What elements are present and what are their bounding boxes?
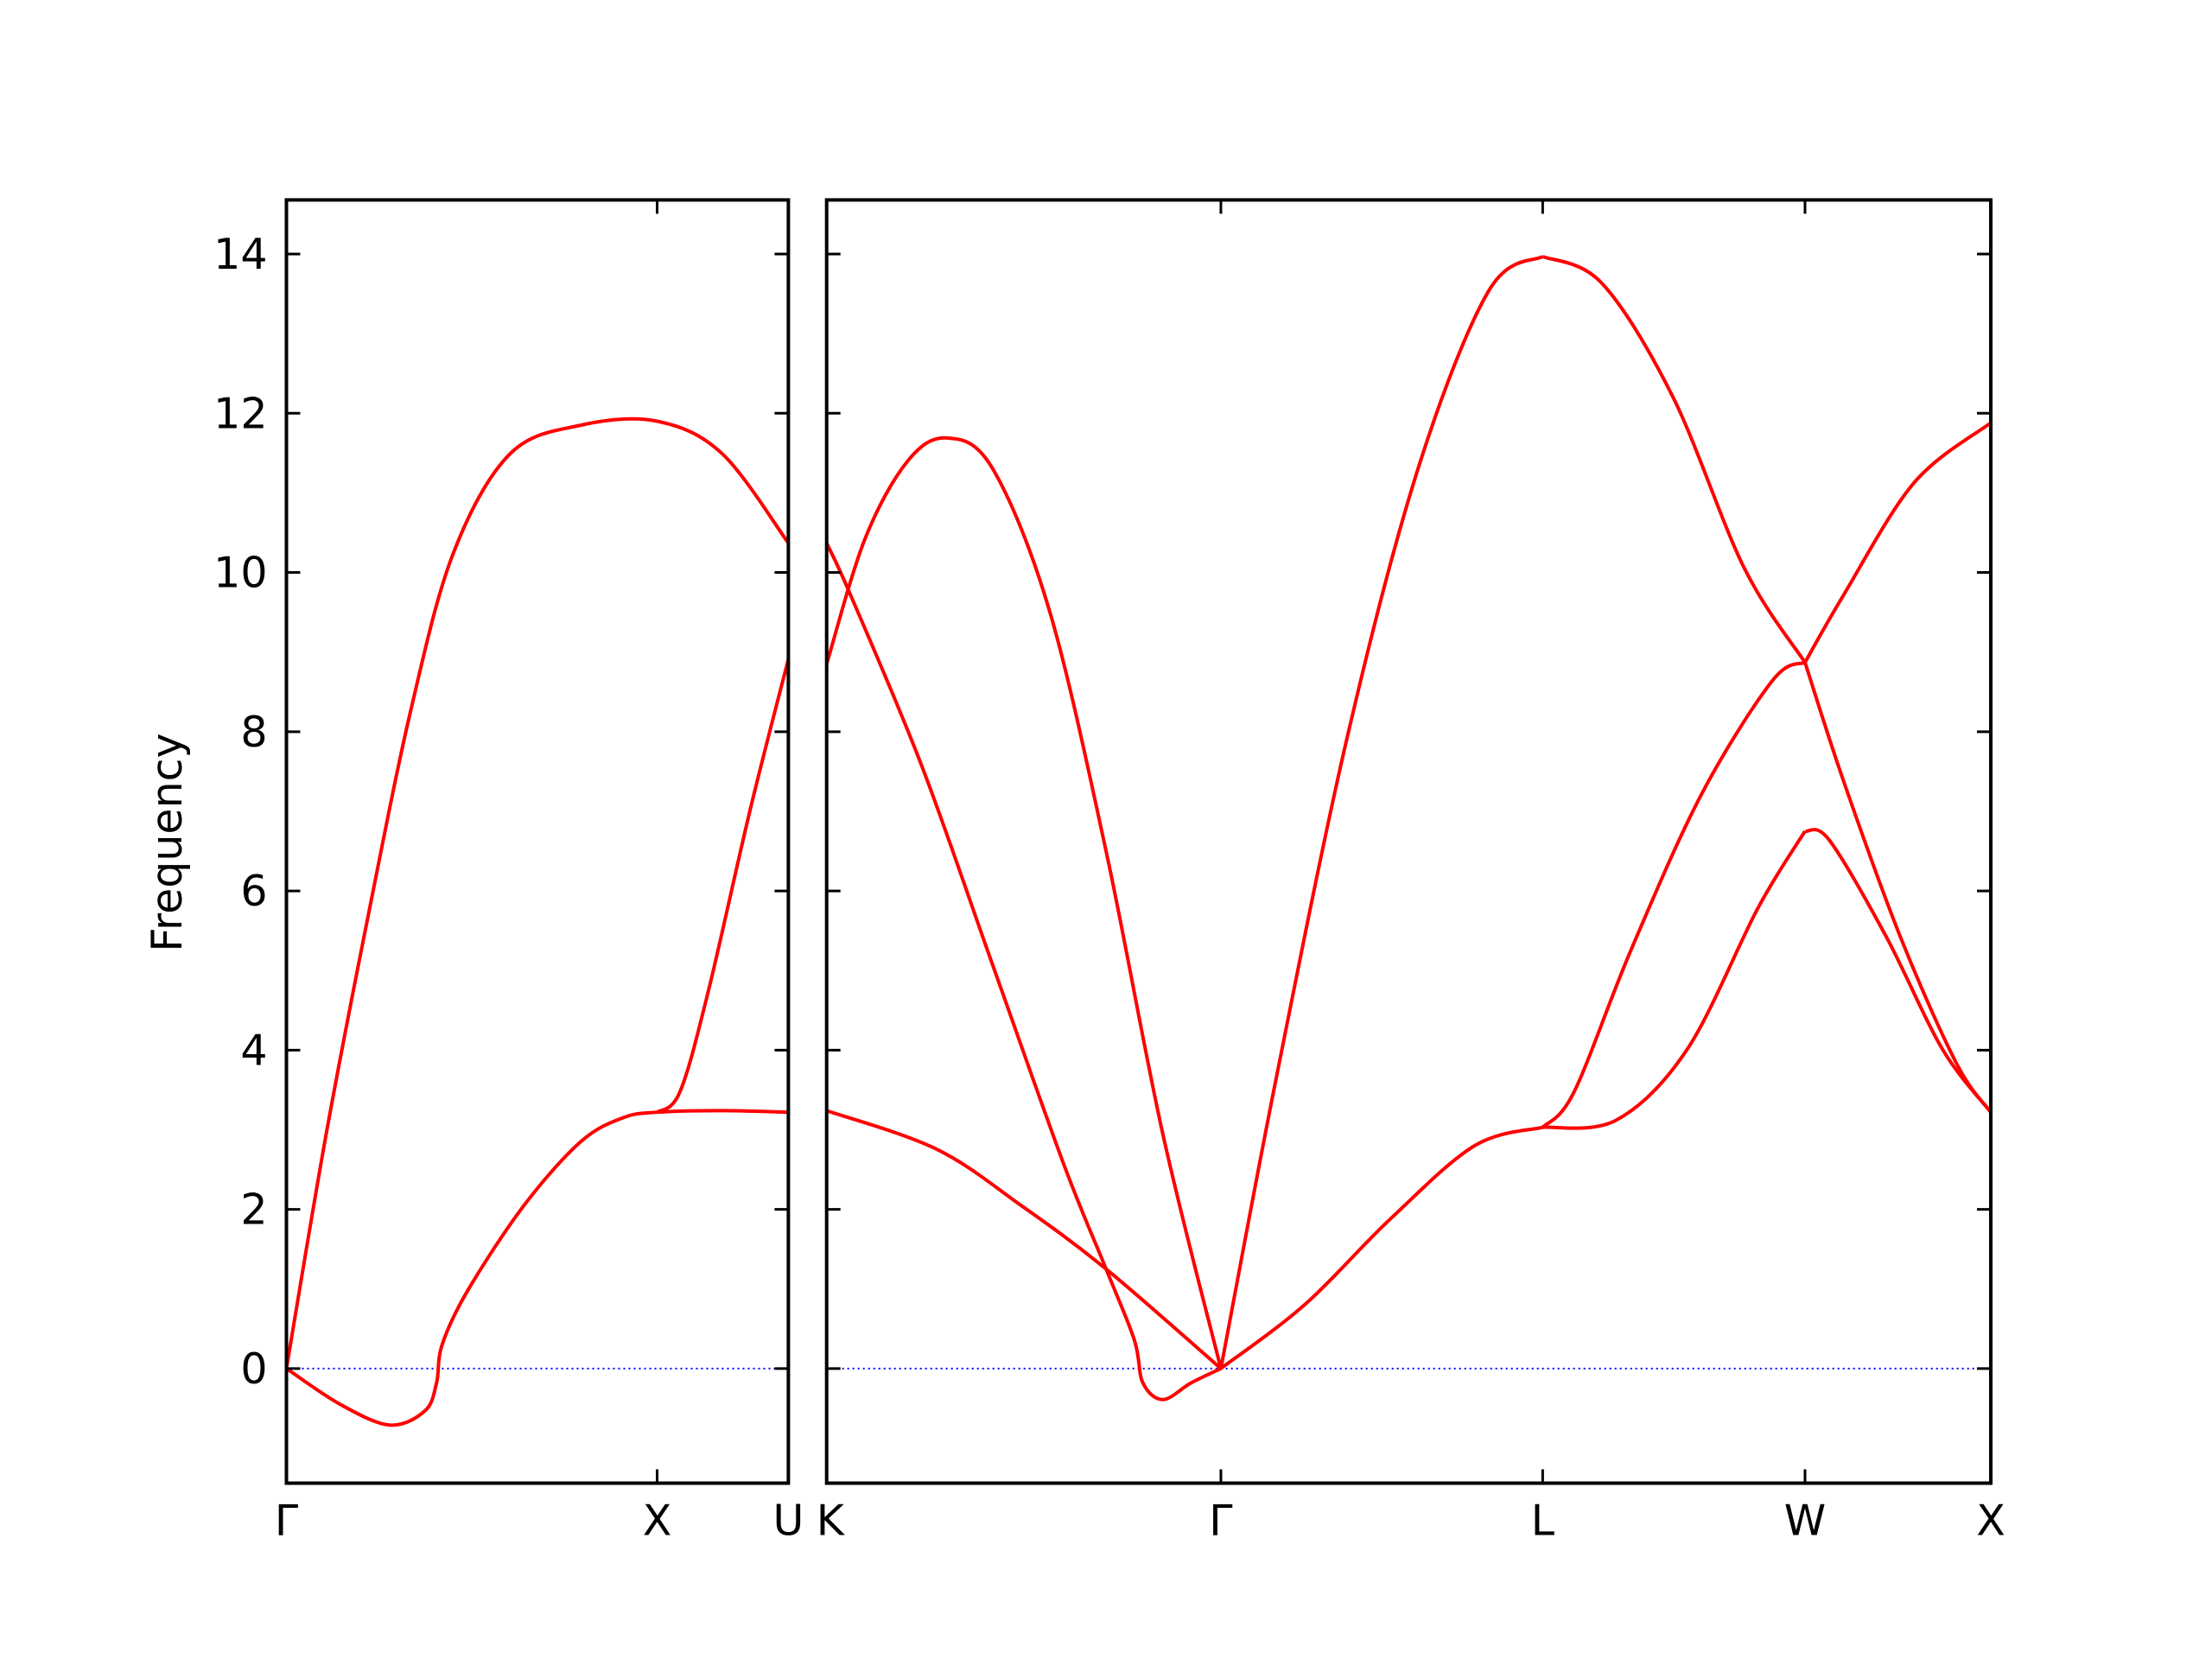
y-tick-label: 8 bbox=[240, 708, 267, 757]
plot-frame bbox=[824, 198, 1993, 1485]
band-line bbox=[1804, 828, 1993, 1114]
band-line bbox=[1803, 662, 1993, 1114]
band-line bbox=[1541, 254, 1807, 664]
x-tick-label: U bbox=[773, 1497, 804, 1546]
band-line bbox=[1542, 830, 1807, 1130]
plot-frame bbox=[284, 198, 791, 1485]
band-line bbox=[824, 542, 1222, 1402]
x-tick-label: Γ bbox=[1209, 1497, 1233, 1546]
y-tick-label: 12 bbox=[213, 389, 267, 438]
x-tick-label: K bbox=[817, 1497, 846, 1546]
band-line bbox=[826, 1109, 1223, 1370]
y-axis-label: Frequency bbox=[143, 733, 192, 951]
band-line bbox=[656, 658, 791, 1114]
y-tick-label: 10 bbox=[213, 549, 267, 598]
x-tick-label: W bbox=[1784, 1497, 1826, 1546]
x-tick-label: L bbox=[1531, 1497, 1555, 1546]
y-tick-label: 4 bbox=[240, 1026, 267, 1075]
band-line bbox=[284, 416, 791, 1370]
band-line bbox=[285, 1109, 789, 1427]
band-line bbox=[1803, 421, 1993, 664]
y-tick-label: 0 bbox=[240, 1344, 267, 1394]
band-line bbox=[1541, 660, 1806, 1129]
band-line bbox=[1219, 255, 1544, 1370]
band-line bbox=[1219, 1125, 1543, 1370]
x-tick-label: X bbox=[643, 1497, 672, 1546]
y-tick-label: 14 bbox=[213, 230, 267, 279]
band-line bbox=[824, 435, 1223, 1370]
y-tick-label: 2 bbox=[240, 1185, 267, 1235]
x-tick-label: Γ bbox=[275, 1497, 299, 1546]
y-tick-label: 6 bbox=[240, 867, 267, 916]
x-tick-label: X bbox=[1976, 1497, 2005, 1546]
